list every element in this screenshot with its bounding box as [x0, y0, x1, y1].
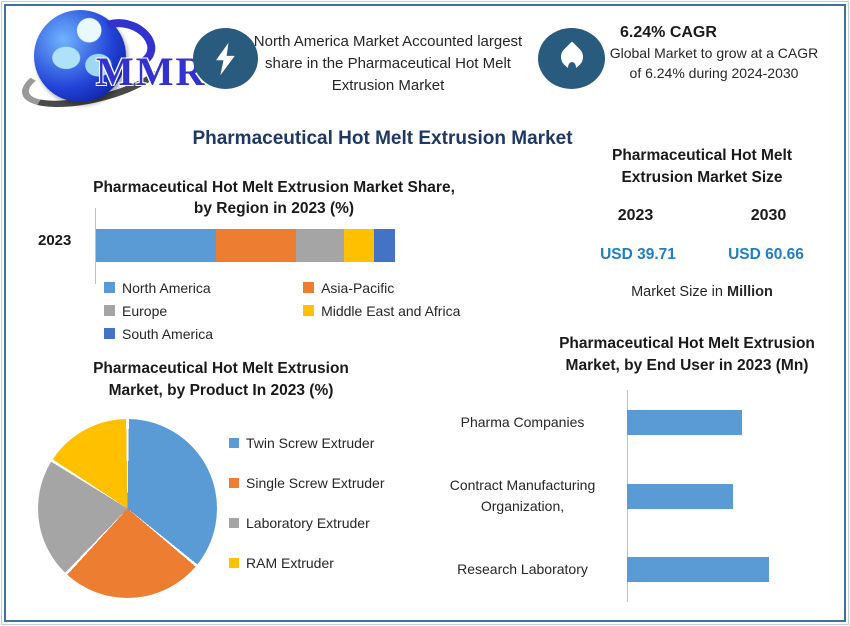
legend-swatch	[104, 282, 115, 293]
legend-swatch	[229, 478, 239, 488]
legend-label: Single Screw Extruder	[246, 475, 385, 491]
enduser-bar	[627, 410, 742, 435]
cagr-text: Global Market to grow at a CAGR of 6.24%…	[609, 45, 819, 81]
legend-label: North America	[122, 279, 211, 296]
enduser-category-label: Contract Manufacturing Organization,	[449, 477, 596, 514]
legend-label: South America	[122, 325, 214, 342]
region-category-label: 2023	[38, 232, 72, 249]
legend-label: Middle East and Africa	[321, 302, 461, 319]
region-legend-column: North America Europe South America	[104, 276, 213, 345]
region-segment-4	[344, 229, 375, 262]
enduser-row: Research Laboratory	[430, 557, 825, 582]
market-size-title: Pharmaceutical Hot Melt Extrusion Market…	[611, 147, 793, 187]
legend-item: Twin Screw Extruder	[229, 423, 385, 463]
enduser-category-label: Pharma Companies	[460, 414, 585, 430]
market-size-year-2030: 2030	[750, 207, 787, 224]
enduser-bar-area	[615, 483, 825, 509]
flame-badge	[538, 28, 605, 89]
product-pie	[38, 419, 217, 598]
legend-swatch	[104, 328, 115, 339]
cagr-callout: 6.24% CAGR Global Market to grow at a CA…	[608, 24, 820, 83]
flame-icon	[555, 41, 588, 73]
legend-label: Laboratory Extruder	[246, 515, 370, 531]
product-chart-title: Pharmaceutical Hot Melt Extrusion Market…	[93, 360, 349, 399]
cagr-title: 6.24% CAGR	[620, 24, 717, 41]
enduser-bar-area	[615, 557, 825, 582]
legend-item: North America	[104, 276, 213, 299]
legend-swatch	[229, 438, 239, 448]
enduser-bar	[627, 483, 733, 509]
product-legend: Twin Screw Extruder Single Screw Extruder…	[229, 423, 385, 583]
market-size-years: 2023 2030	[583, 207, 821, 225]
legend-swatch	[229, 558, 239, 568]
enduser-bar	[627, 557, 769, 582]
legend-swatch	[229, 518, 239, 528]
enduser-rows: Pharma Companies Contract Manufacturing O…	[430, 390, 825, 602]
mmr-logo: MMR	[15, 8, 204, 120]
globe-icon	[34, 10, 126, 102]
enduser-row: Contract Manufacturing Organization,	[430, 475, 825, 517]
page-title: Pharmaceutical Hot Melt Extrusion Market	[192, 128, 573, 149]
legend-item: RAM Extruder	[229, 543, 385, 583]
legend-item: South America	[104, 322, 213, 345]
market-size-values: USD 39.71 USD 60.66	[583, 246, 821, 264]
highlight-callout-text: North America Market Accounted largest s…	[253, 33, 523, 94]
legend-item: Europe	[104, 299, 213, 322]
market-size-value-2030: USD 60.66	[728, 246, 804, 263]
region-segment-2	[215, 229, 297, 262]
legend-swatch	[104, 305, 115, 316]
legend-swatch	[303, 282, 315, 293]
legend-label: RAM Extruder	[246, 555, 334, 571]
legend-label: Asia-Pacific	[321, 279, 395, 296]
region-axis-line	[95, 208, 96, 284]
region-stacked-bar	[96, 229, 395, 262]
legend-swatch	[303, 305, 315, 316]
lightning-badge	[193, 28, 258, 89]
logo-text: MMR	[96, 49, 207, 94]
legend-item: Middle East and Africa	[303, 299, 460, 322]
region-segment-1	[96, 229, 216, 262]
region-legend: North America Europe South America Asia-Pac…	[104, 276, 460, 345]
market-size-caption: Market Size in Million	[631, 284, 773, 300]
legend-item: Single Screw Extruder	[229, 463, 385, 503]
region-segment-3	[296, 229, 345, 262]
enduser-bar-area	[615, 410, 825, 435]
legend-label: Twin Screw Extruder	[246, 435, 375, 451]
legend-item: Asia-Pacific	[303, 276, 460, 299]
region-legend-column: Asia-Pacific Middle East and Africa	[303, 276, 460, 345]
market-size-year-2023: 2023	[617, 207, 654, 224]
enduser-chart-title: Pharmaceutical Hot Melt Extrusion Market…	[559, 335, 815, 374]
lightning-icon	[215, 42, 235, 75]
legend-item: Laboratory Extruder	[229, 503, 385, 543]
legend-label: Europe	[122, 302, 168, 319]
region-segment-5	[374, 229, 395, 262]
region-chart-title: Pharmaceutical Hot Melt Extrusion Market…	[93, 179, 455, 217]
market-size-value-2023: USD 39.71	[600, 246, 676, 263]
enduser-row: Pharma Companies	[430, 410, 825, 435]
enduser-category-label: Research Laboratory	[457, 561, 588, 577]
